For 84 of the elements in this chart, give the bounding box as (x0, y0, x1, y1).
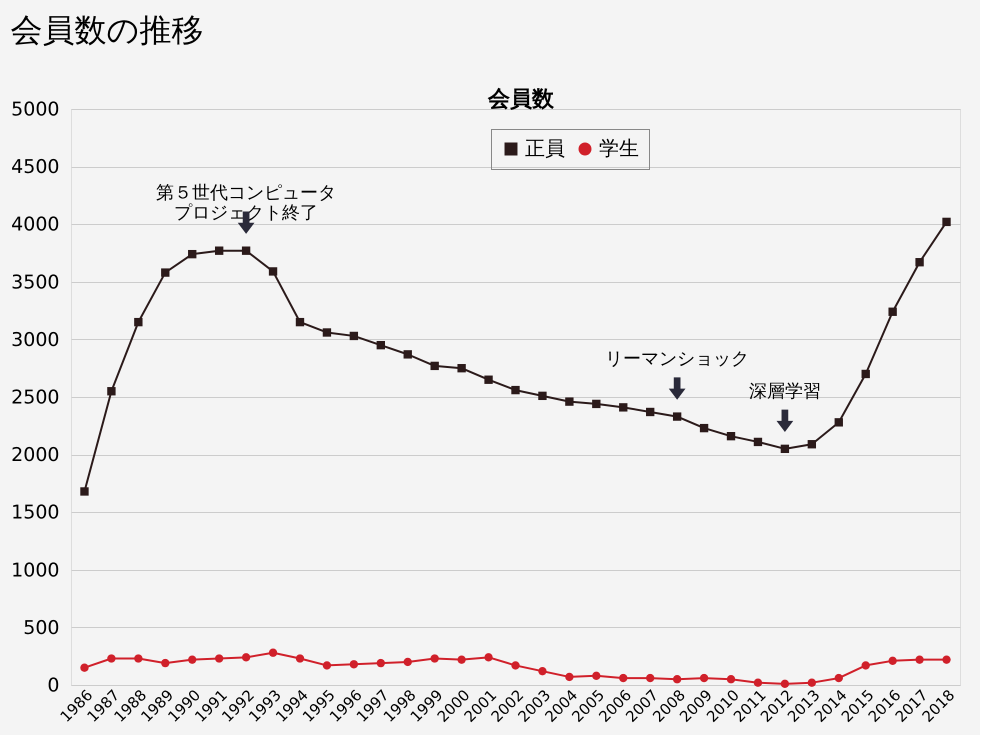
point (888, 308, 897, 316)
point (350, 332, 358, 340)
y-tick-label: 2000 (11, 444, 60, 466)
point (457, 364, 466, 372)
point (754, 678, 762, 687)
point (242, 653, 250, 662)
point (565, 672, 574, 682)
point (322, 328, 332, 337)
point (942, 218, 951, 226)
point (915, 258, 924, 266)
point (242, 246, 250, 255)
legend-label: 学生 (599, 136, 639, 160)
point (134, 318, 143, 326)
point (322, 661, 332, 670)
point (538, 667, 547, 676)
point (161, 658, 170, 668)
point (214, 654, 224, 663)
point (188, 250, 196, 258)
point (646, 408, 654, 416)
y-tick-label: 2500 (11, 386, 60, 408)
point (214, 246, 224, 255)
annotation: リーマンショック (605, 348, 750, 370)
point (107, 654, 116, 663)
point (754, 438, 762, 446)
point (646, 674, 654, 682)
point (888, 656, 897, 665)
point (296, 654, 304, 663)
point (834, 418, 843, 427)
y-tick-label: 1000 (11, 559, 60, 582)
y-tick-label: 4500 (11, 156, 60, 178)
point (592, 672, 600, 680)
point (430, 362, 439, 370)
point (862, 370, 870, 378)
chart-subtitle: 会員数 (487, 87, 555, 112)
annotation: 深層学習 (748, 380, 821, 402)
point (538, 392, 547, 400)
point (430, 654, 439, 663)
point (511, 661, 520, 670)
annotation: 第５世代コンピュータプロジェクト終了 (156, 182, 336, 224)
point (672, 675, 682, 684)
point (376, 340, 385, 350)
point (404, 350, 412, 359)
point (808, 440, 816, 448)
point (565, 397, 574, 406)
point (592, 400, 600, 408)
y-tick-label: 0 (47, 674, 60, 696)
y-tick-label: 1500 (11, 502, 60, 524)
point (619, 403, 628, 412)
point (726, 675, 736, 684)
chart-title: 会員数の推移 (10, 11, 204, 49)
point (862, 661, 870, 670)
y-tick-label: 4000 (11, 214, 60, 236)
point (619, 674, 628, 682)
point (915, 655, 924, 664)
y-tick-label: 3500 (11, 271, 60, 294)
point (161, 268, 170, 277)
point (484, 653, 493, 662)
point (700, 424, 708, 432)
point (376, 658, 385, 668)
point (296, 318, 304, 326)
point (672, 412, 682, 421)
point (511, 386, 520, 394)
point (700, 674, 708, 682)
point (726, 432, 736, 440)
point (834, 674, 843, 682)
point (484, 376, 493, 384)
point (780, 680, 790, 688)
point (268, 267, 278, 276)
point (780, 444, 790, 454)
point (188, 655, 196, 664)
point (350, 660, 358, 668)
point (134, 654, 143, 663)
y-tick-label: 5000 (11, 98, 60, 120)
point (80, 487, 89, 496)
point (268, 648, 278, 657)
y-tick-label: 500 (23, 616, 60, 639)
point (942, 655, 951, 664)
point (80, 664, 89, 672)
legend-label: 正員 (525, 136, 565, 160)
point (808, 678, 816, 687)
y-tick-label: 3000 (11, 328, 60, 351)
point (457, 655, 466, 664)
point (107, 387, 116, 396)
point (404, 658, 412, 666)
